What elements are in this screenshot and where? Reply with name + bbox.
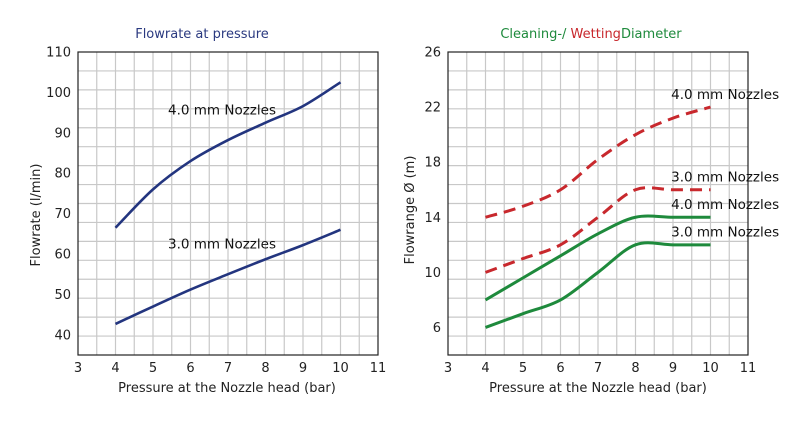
diameter-chart-series-line-2 bbox=[484, 186, 711, 274]
diameter-chart-y-axis-label: Flowrange Ø (m) bbox=[403, 156, 418, 265]
diameter-chart-x-tick-label: 8 bbox=[631, 361, 639, 376]
diameter-chart-y-tick-label: 10 bbox=[424, 266, 441, 281]
flowrate-chart-y-tick-label: 40 bbox=[54, 328, 71, 343]
diameter-chart: Cleaning-/ WettingDiameter 3 4 5 6 7 8 9 10 11 6… bbox=[403, 27, 779, 396]
flowrate-chart-y-axis-label: Flowrate (l/min) bbox=[29, 164, 44, 267]
flowrate-chart-y-tick-label: 70 bbox=[54, 207, 71, 222]
diameter-chart-series-label: 4.0 mm Nozzles bbox=[671, 87, 779, 103]
flowrate-chart-annotations: 4.0 mm Nozzles 3.0 mm Nozzles bbox=[168, 103, 276, 253]
diameter-chart-x-tick-label: 6 bbox=[556, 361, 564, 376]
flowrate-chart-frame bbox=[77, 51, 379, 356]
diameter-chart-title: Cleaning-/ WettingDiameter bbox=[500, 27, 682, 42]
diameter-chart-y-tick-label: 22 bbox=[424, 101, 441, 116]
diameter-chart-x-tick-label: 3 bbox=[444, 361, 452, 376]
flowrate-chart-x-tick-label: 11 bbox=[370, 361, 387, 376]
flowrate-chart-series bbox=[114, 81, 342, 326]
flowrate-chart: Flowrate at pressure 3 4 5 6 7 8 9 10 11 40 50 60 7… bbox=[29, 27, 386, 396]
flowrate-chart-y-tick-label: 110 bbox=[46, 46, 71, 61]
diameter-chart-annotations: 4.0 mm Nozzles 3.0 mm Nozzles 4.0 mm Nozzl… bbox=[671, 87, 779, 241]
diameter-chart-y-ticks: 6 10 14 18 22 26 bbox=[424, 46, 441, 336]
diameter-chart-y-tick-label: 18 bbox=[424, 156, 441, 171]
diameter-chart-series-label: 4.0 mm Nozzles bbox=[671, 197, 779, 213]
flowrate-chart-x-ticks: 3 4 5 6 7 8 9 10 11 bbox=[74, 361, 386, 376]
diameter-chart-series-line-3 bbox=[484, 214, 711, 302]
diameter-chart-y-tick-label: 6 bbox=[433, 321, 441, 336]
flowrate-chart-x-tick-label: 4 bbox=[111, 361, 119, 376]
diameter-chart-x-tick-label: 7 bbox=[594, 361, 602, 376]
flowrate-chart-x-tick-label: 7 bbox=[224, 361, 232, 376]
flowrate-chart-series-label: 4.0 mm Nozzles bbox=[168, 103, 276, 119]
diameter-chart-x-tick-label: 11 bbox=[740, 361, 757, 376]
flowrate-chart-x-axis-label: Pressure at the Nozzle head (bar) bbox=[118, 381, 336, 396]
diameter-chart-x-axis-label: Pressure at the Nozzle head (bar) bbox=[489, 381, 707, 396]
diameter-chart-series-line-4 bbox=[484, 241, 711, 329]
flowrate-chart-y-tick-label: 60 bbox=[54, 248, 71, 263]
diameter-chart-series-label: 3.0 mm Nozzles bbox=[671, 225, 779, 241]
flowrate-chart-series-label: 3.0 mm Nozzles bbox=[168, 237, 276, 253]
diameter-chart-x-tick-label: 10 bbox=[702, 361, 719, 376]
diameter-chart-series-label: 3.0 mm Nozzles bbox=[671, 169, 779, 185]
flowrate-chart-series-line-2 bbox=[114, 228, 341, 326]
diameter-chart-title-part-1: Cleaning-/ bbox=[500, 27, 570, 42]
flowrate-chart-x-tick-label: 3 bbox=[74, 361, 82, 376]
diameter-chart-x-tick-label: 5 bbox=[519, 361, 527, 376]
diameter-chart-y-tick-label: 14 bbox=[424, 211, 441, 226]
flowrate-chart-x-tick-label: 10 bbox=[332, 361, 349, 376]
flowrate-chart-x-tick-label: 5 bbox=[149, 361, 157, 376]
diameter-chart-x-tick-label: 4 bbox=[481, 361, 489, 376]
diameter-chart-frame bbox=[447, 51, 749, 356]
flowrate-chart-y-ticks: 40 50 60 70 80 90 100 110 bbox=[46, 46, 71, 344]
diameter-chart-series-line-1 bbox=[485, 105, 711, 219]
diameter-chart-x-ticks: 3 4 5 6 7 8 9 10 11 bbox=[444, 361, 756, 376]
diameter-chart-series bbox=[484, 105, 711, 329]
diameter-chart-y-tick-label: 26 bbox=[424, 46, 441, 61]
diameter-chart-x-tick-label: 9 bbox=[669, 361, 677, 376]
flowrate-chart-y-tick-label: 90 bbox=[54, 126, 71, 141]
flowrate-chart-y-tick-label: 50 bbox=[54, 288, 71, 303]
diameter-chart-grid bbox=[448, 52, 748, 355]
flowrate-chart-grid bbox=[78, 52, 378, 355]
diameter-chart-title-part-2: Wetting bbox=[571, 27, 621, 42]
diameter-chart-title-part-3: Diameter bbox=[621, 27, 682, 42]
flowrate-chart-title: Flowrate at pressure bbox=[135, 27, 269, 42]
flowrate-chart-y-tick-label: 100 bbox=[46, 86, 71, 101]
flowrate-chart-x-tick-label: 8 bbox=[261, 361, 269, 376]
flowrate-chart-x-tick-label: 6 bbox=[186, 361, 194, 376]
flowrate-chart-y-tick-label: 80 bbox=[54, 167, 71, 182]
flowrate-chart-series-line-1 bbox=[114, 81, 342, 229]
flowrate-chart-x-tick-label: 9 bbox=[299, 361, 307, 376]
